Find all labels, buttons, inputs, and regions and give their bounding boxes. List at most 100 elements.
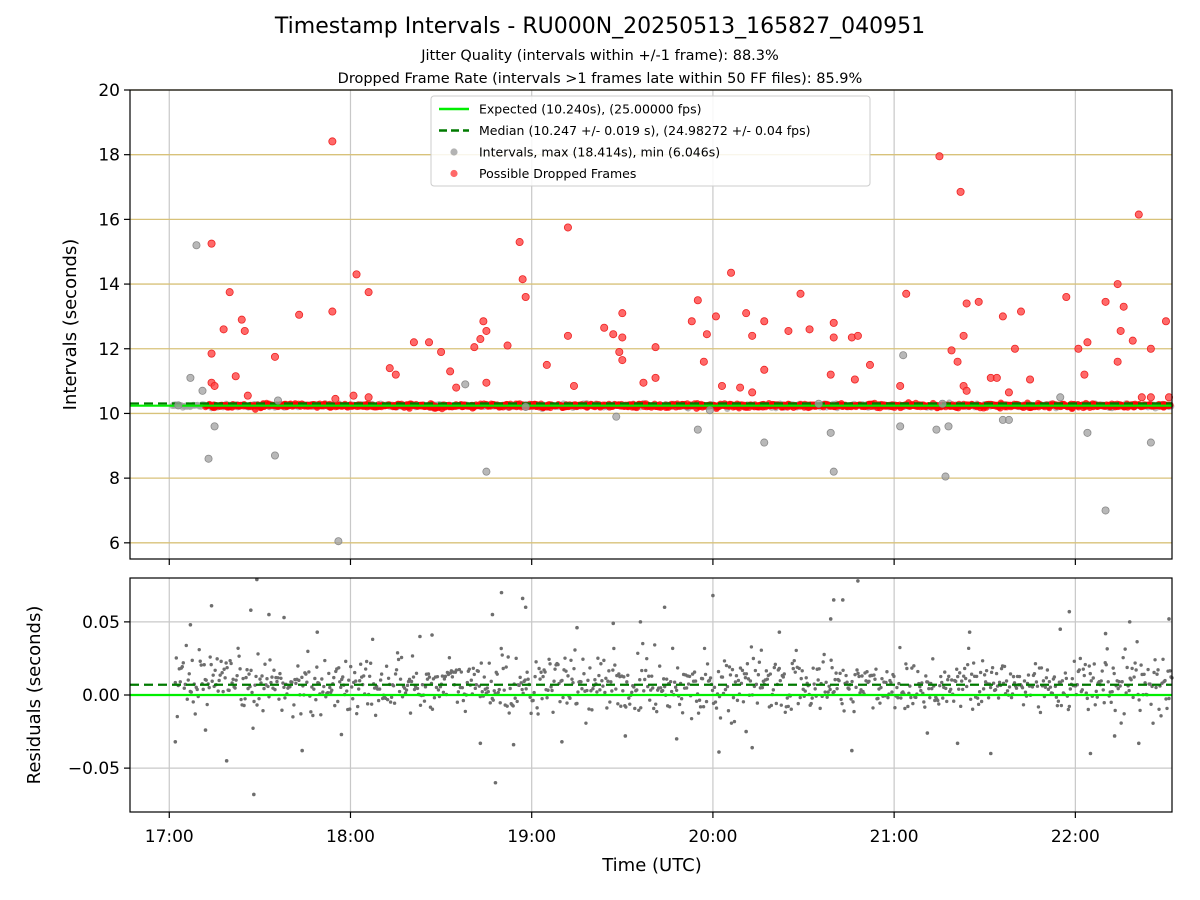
residual-point — [724, 663, 729, 668]
residual-point — [1044, 676, 1049, 680]
residual-point — [422, 699, 427, 703]
residual-point — [1011, 674, 1016, 679]
residual-point — [633, 706, 637, 711]
residual-point — [1080, 688, 1084, 692]
residual-point — [1091, 676, 1095, 680]
residual-point — [588, 666, 592, 670]
x-tick-label: 17:00 — [145, 827, 194, 847]
dropped-frame-point — [600, 323, 609, 332]
residual-point — [904, 662, 908, 666]
residual-point — [898, 645, 902, 650]
residual-point — [490, 612, 495, 617]
residual-point — [635, 688, 639, 692]
residual-point — [1156, 668, 1160, 672]
residual-point — [899, 696, 903, 700]
residual-point — [222, 667, 226, 671]
residual-point — [345, 689, 349, 693]
dropped-frame-point — [702, 330, 711, 339]
residual-point — [389, 695, 394, 699]
residual-point — [572, 666, 576, 671]
dropped-frame-point — [207, 349, 216, 358]
residual-point — [236, 646, 240, 650]
residual-point — [774, 701, 779, 706]
residual-point — [744, 672, 749, 676]
legend-box — [430, 95, 871, 187]
residual-point — [276, 676, 280, 680]
residual-point — [598, 688, 602, 692]
residual-point — [355, 704, 360, 709]
residual-point — [811, 666, 815, 670]
residual-point — [320, 677, 324, 681]
residual-point — [432, 696, 437, 700]
residual-point — [607, 669, 611, 673]
residual-point — [290, 680, 294, 684]
residual-point — [1039, 666, 1044, 670]
residual-point — [980, 659, 985, 663]
residual-point — [838, 671, 842, 676]
residual-point — [472, 672, 477, 677]
residual-point — [1078, 656, 1083, 661]
dropped-frame-point — [699, 357, 708, 366]
residual-point — [231, 677, 235, 682]
residual-point — [662, 605, 667, 610]
residual-point — [213, 668, 217, 672]
residual-point — [203, 728, 208, 732]
interval-point — [705, 406, 714, 415]
residual-point — [312, 687, 316, 691]
residual-point — [523, 678, 527, 682]
residual-point — [750, 745, 754, 750]
residual-point — [280, 708, 284, 712]
residual-point — [689, 716, 694, 721]
y-tick-label: −0.05 — [68, 759, 120, 779]
residual-point — [608, 700, 612, 704]
residual-point — [441, 690, 446, 694]
residual-point — [198, 659, 202, 663]
residual-point — [531, 698, 535, 703]
residual-point — [241, 676, 245, 681]
residual-point — [1111, 666, 1115, 670]
residual-point — [1146, 667, 1150, 672]
y-axis-label: Residuals (seconds) — [24, 606, 45, 785]
residual-point — [804, 676, 808, 680]
residual-point — [560, 740, 564, 744]
residual-point — [1132, 675, 1136, 679]
residual-point — [471, 666, 476, 670]
residual-point — [723, 687, 728, 692]
residual-point — [886, 695, 890, 700]
residual-point — [347, 678, 351, 682]
residual-point — [520, 687, 524, 692]
residual-point — [224, 661, 228, 665]
dropped-frame-point — [796, 289, 805, 298]
residual-point — [893, 705, 897, 710]
dropped-frame-point — [727, 268, 736, 277]
residual-point — [528, 695, 532, 699]
residual-point — [430, 707, 435, 711]
residual-point — [536, 712, 540, 716]
legend-swatch-marker — [450, 148, 458, 156]
residual-point — [734, 674, 739, 678]
dropped-frame-point — [760, 317, 769, 326]
residual-point — [367, 674, 372, 678]
residual-point — [966, 646, 971, 651]
dropped-frame-point — [1004, 388, 1013, 397]
residual-point — [1052, 675, 1057, 679]
dropped-frame-point — [270, 352, 279, 361]
residual-point — [568, 696, 572, 700]
residual-point — [515, 699, 519, 704]
residual-point — [1167, 617, 1171, 621]
residual-point — [841, 668, 845, 672]
residual-point — [755, 701, 760, 705]
residual-point — [777, 666, 782, 671]
residuals-panel: −0.05 0.00 0.05 17:00 18:00 19:00 20:00 21:00 22… — [24, 577, 1174, 876]
residual-point — [361, 674, 366, 678]
residual-point — [914, 695, 918, 700]
residual-point — [336, 699, 340, 704]
residual-point — [180, 664, 184, 669]
residual-point — [969, 672, 974, 676]
legend: Expected (10.240s), (25.00000 fps) Median… — [430, 95, 871, 187]
residual-point — [672, 680, 677, 684]
interval-point — [204, 454, 213, 463]
residual-point — [648, 698, 652, 702]
residual-point — [1159, 714, 1163, 718]
